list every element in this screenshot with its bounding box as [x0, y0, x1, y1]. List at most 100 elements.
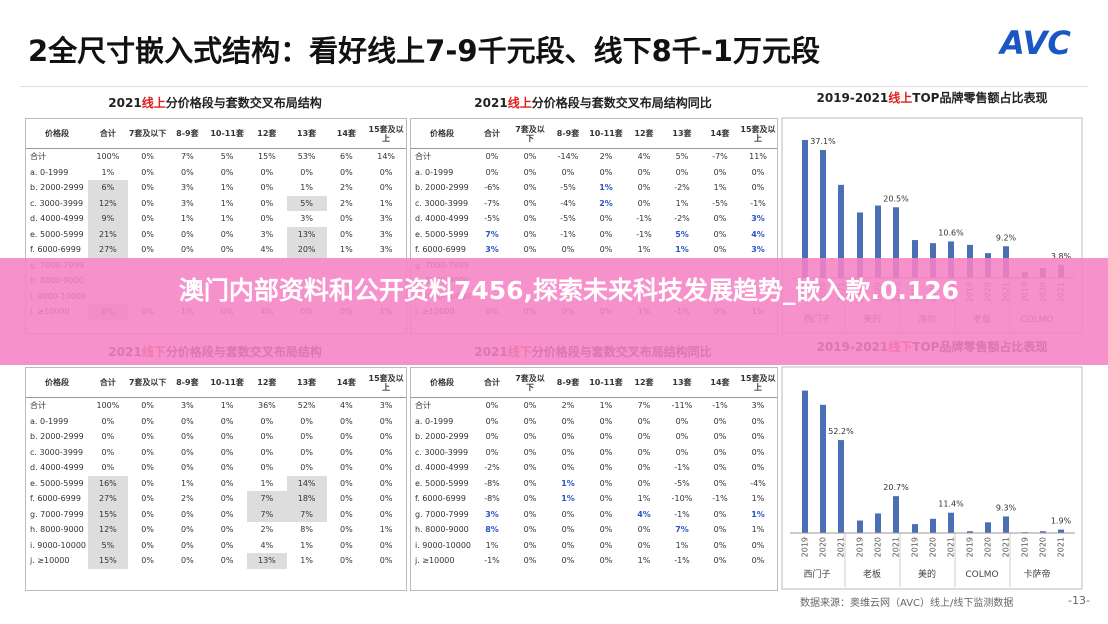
brand-label: 卡萨帝 — [1023, 568, 1050, 580]
cell: 0% — [340, 432, 353, 442]
row-label: g. 7000-7999 — [30, 509, 84, 519]
cell: 0% — [751, 432, 765, 442]
cell: 1% — [751, 525, 765, 535]
cell: 27% — [88, 242, 128, 258]
cell: 36% — [257, 401, 276, 411]
cell: 2% — [260, 525, 274, 535]
cell: 0% — [637, 525, 651, 535]
cell: 0% — [523, 401, 537, 411]
cell: -10% — [671, 494, 693, 504]
cell: 0% — [675, 167, 689, 177]
cell: 0% — [599, 556, 613, 566]
cell: 0% — [751, 463, 765, 473]
cell: 4% — [260, 245, 274, 255]
year-label: 2020 — [929, 537, 938, 557]
cell: 9% — [88, 211, 128, 227]
cell: 0% — [101, 432, 115, 442]
column-header: 7套及以下 — [511, 368, 549, 398]
cell: 0% — [141, 432, 154, 442]
cell: 0% — [141, 183, 154, 193]
column-header: 8-9套 — [549, 119, 587, 149]
cell: 0% — [599, 494, 613, 504]
cell: 0% — [379, 183, 393, 193]
cell: 0% — [599, 416, 613, 426]
cell: 0% — [713, 509, 727, 519]
cell: 1% — [751, 494, 765, 504]
cell: -7% — [484, 198, 500, 208]
cell: 0% — [379, 556, 393, 566]
title-part: TOP品牌零售额占比表现 — [912, 90, 1047, 105]
row-label: a. 0-1999 — [415, 167, 454, 177]
column-header: 12套 — [625, 119, 663, 149]
cell: 4% — [637, 152, 651, 162]
cell: -5% — [560, 183, 576, 193]
cell: 0% — [751, 540, 765, 550]
row-label: c. 3000-3999 — [415, 198, 469, 208]
cell: 14% — [286, 475, 327, 491]
cell: 20% — [286, 242, 327, 258]
cell: 21% — [88, 226, 128, 242]
cell: 7% — [286, 506, 327, 522]
cell: 0% — [181, 525, 194, 535]
cell: 0% — [523, 229, 537, 239]
cell: 0% — [713, 463, 727, 473]
cell: 0% — [181, 556, 194, 566]
cell: -2% — [484, 463, 500, 473]
cell: 0% — [561, 556, 575, 566]
row: c. 3000-3999 0% 0% 0% 0% 0% 0% 0% 0% — [411, 445, 777, 461]
row-label: a. 0-1999 — [415, 416, 454, 426]
row-label: j. ≥10000 — [415, 556, 455, 566]
cell: -8% — [484, 478, 500, 488]
brand-label: 西门子 — [803, 568, 830, 580]
row: g. 7000-7999 15% 0% 0% 0% 7% 7% 0% 0% — [26, 506, 406, 522]
cell: 3% — [181, 183, 194, 193]
cell: 0% — [379, 447, 393, 457]
cell: 0% — [751, 416, 765, 426]
row-label: c. 3000-3999 — [30, 198, 84, 208]
value-label: 9.2% — [996, 233, 1017, 242]
cell: 0% — [141, 463, 154, 473]
column-header: 合计 — [473, 368, 511, 398]
cell: 2% — [340, 198, 353, 208]
cell: 0% — [379, 540, 393, 550]
bar — [875, 205, 881, 278]
cell: 0% — [141, 540, 154, 550]
cell: 0% — [637, 167, 651, 177]
title-part: 线上 — [141, 96, 166, 110]
cell: 0% — [181, 167, 194, 177]
cell: 100% — [96, 152, 120, 162]
row: e. 5000-5999 -8% 0% 1% 0% 0% -5% 0% -4% — [411, 476, 777, 492]
cell: 0% — [599, 509, 613, 519]
column-header: 10-11套 — [587, 119, 625, 149]
cell: -1% — [750, 198, 766, 208]
cell: 0% — [561, 447, 575, 457]
cell: 0% — [523, 509, 537, 519]
cell: 0% — [141, 229, 154, 239]
source: 数据来源：奥维云网（AVC）线上/线下监测数据 — [800, 598, 1014, 609]
column-header: 15套及以上 — [739, 119, 777, 149]
cell: 0% — [599, 229, 613, 239]
row: f. 6000-6999 27% 0% 2% 0% 7% 18% 0% 0% — [26, 491, 406, 507]
bar — [857, 520, 863, 533]
bar — [1058, 529, 1064, 533]
cell: 7% — [485, 229, 499, 239]
brand-label: 美的 — [918, 568, 936, 580]
value-label: 9.3% — [996, 503, 1017, 512]
cell: 0% — [220, 245, 234, 255]
cell: 18% — [286, 491, 327, 507]
cell: -1% — [560, 229, 576, 239]
header-row: 价格段 合计 7套及以下 8-9套 10-11套 12套 13套 14套 15套及以上 — [411, 368, 777, 398]
year-label: 2021 — [947, 537, 956, 557]
row-label: i. 9000-10000 — [30, 540, 87, 550]
cell: 0% — [599, 245, 613, 255]
cell: 12% — [88, 195, 128, 211]
cell: 0% — [599, 447, 613, 457]
cell: -2% — [674, 214, 690, 224]
cell: 0% — [637, 447, 651, 457]
column-header: 价格段 — [411, 368, 473, 398]
cell: 0% — [141, 478, 154, 488]
cell: -5% — [712, 198, 728, 208]
cell: 0% — [561, 509, 575, 519]
value-label: 10.6% — [938, 228, 964, 237]
row-label: e. 5000-5999 — [415, 229, 469, 239]
